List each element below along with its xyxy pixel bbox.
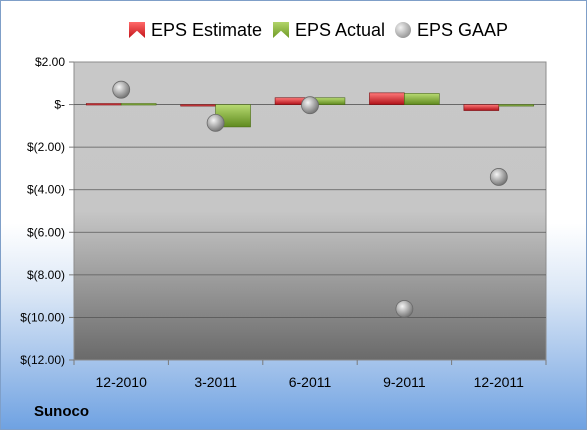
eps-actual-bar — [120, 103, 157, 106]
y-tick-label: $(4.00) — [27, 183, 65, 197]
legend-item-estimate: EPS Estimate — [129, 17, 262, 43]
x-tick-label: 9-2011 — [383, 374, 426, 390]
eps-gaap-point — [489, 168, 508, 186]
legend-item-gaap: EPS GAAP — [395, 17, 508, 43]
legend-item-actual: EPS Actual — [273, 17, 385, 43]
eps-estimate-bar — [369, 92, 405, 105]
y-tick-label: $2.00 — [35, 55, 65, 69]
eps-estimate-bar — [85, 103, 122, 106]
eps-gaap-point — [395, 300, 414, 318]
legend-label-estimate: EPS Estimate — [151, 19, 263, 40]
eps-estimate-bar — [463, 104, 500, 111]
eps-actual-bar — [404, 93, 440, 105]
x-tick-label: 6-2011 — [289, 374, 332, 390]
estimate-swatch-icon — [129, 22, 145, 38]
chart-legend: EPS Estimate EPS Actual EPS GAAP — [1, 17, 586, 43]
eps-gaap-point — [112, 80, 131, 99]
y-tick-label: $(6.00) — [27, 225, 65, 239]
y-tick-label: $(8.00) — [27, 268, 65, 282]
eps-estimate-bar — [180, 104, 216, 107]
x-tick-label: 12-2011 — [474, 374, 525, 390]
y-tick-label: $- — [54, 98, 65, 112]
y-tick-label: $(2.00) — [27, 140, 65, 154]
y-tick-label: $(10.00) — [20, 310, 65, 324]
eps-actual-bar — [498, 104, 535, 107]
y-tick-label: $(12.00) — [20, 353, 65, 367]
actual-swatch-icon — [273, 22, 289, 38]
x-tick-label: 12-2010 — [96, 374, 148, 390]
legend-label-actual: EPS Actual — [295, 19, 386, 40]
gaap-marker-icon — [395, 22, 411, 38]
x-tick-label: 3-2011 — [194, 374, 237, 390]
company-name: Sunoco — [34, 403, 89, 420]
legend-label-gaap: EPS GAAP — [417, 19, 509, 40]
eps-gaap-point — [206, 113, 225, 132]
eps-gaap-point — [301, 96, 319, 115]
